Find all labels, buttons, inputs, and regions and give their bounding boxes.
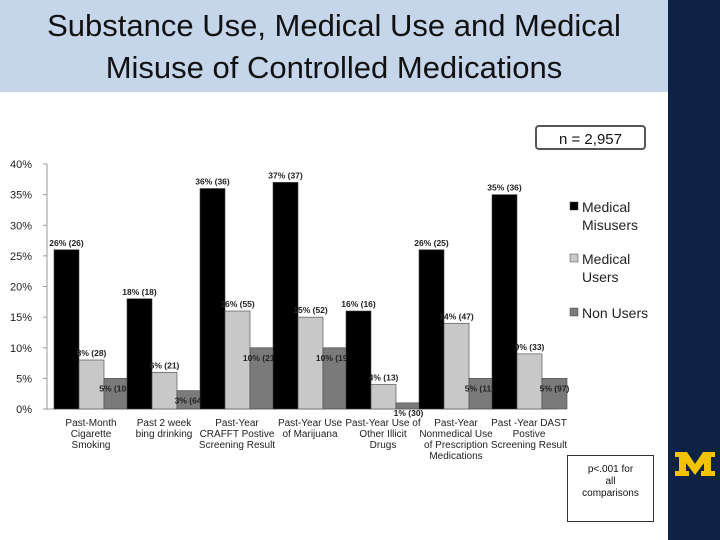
data-label: 36% (36) <box>195 177 230 187</box>
x-tick-label: Medications <box>429 451 482 462</box>
bar-non-users <box>103 378 130 410</box>
note-line-3: comparisons <box>582 488 639 499</box>
bar-chart: 0% 5% 10% 15% 20% 25% 30% 35% 40% 26% (26) 8% (28)… <box>10 159 648 462</box>
x-tick-label: Cigarette <box>71 429 112 440</box>
data-label: 9% (33) <box>515 342 545 352</box>
y-tick-label: 15% <box>10 312 32 324</box>
bar-medical-misusers <box>199 188 226 410</box>
bar-medical-users <box>224 310 251 410</box>
note-line-2: all <box>605 476 616 487</box>
y-tick-label: 20% <box>10 282 32 294</box>
x-tick-label: Smoking <box>72 440 111 451</box>
data-label: 1% (30) <box>394 408 424 418</box>
university-logo-icon <box>675 452 715 476</box>
x-tick-label: Past-Month <box>65 418 116 429</box>
x-tick-label: Other Illicit <box>359 429 406 440</box>
sample-size-box: n = 2,957 <box>535 125 646 150</box>
x-tick-label: Past-Year Use of <box>345 418 420 429</box>
bar-non-users <box>468 378 495 410</box>
x-tick-label: Past 2 week <box>137 418 192 429</box>
data-label: 26% (26) <box>49 238 84 248</box>
bar-medical-misusers <box>418 249 445 410</box>
legend-swatch <box>569 253 579 263</box>
data-label: 16% (55) <box>220 299 255 309</box>
sidebar-band <box>668 0 720 540</box>
data-label: 37% (37) <box>268 170 303 180</box>
bar-non-users <box>249 347 276 410</box>
x-tick-label: Screening Result <box>491 440 567 451</box>
legend-label: Medical <box>582 199 630 215</box>
data-label: 5% (103) <box>99 383 134 393</box>
data-label: 10% (198) <box>316 353 355 363</box>
y-tick-label: 0% <box>16 404 32 416</box>
x-tick-label: Nonmedical Use <box>419 429 493 440</box>
note-line-1: p<.001 for <box>587 464 634 475</box>
bar-medical-users <box>443 322 470 410</box>
y-tick-label: 40% <box>10 159 32 171</box>
data-label: 8% (28) <box>77 348 107 358</box>
bar-medical-misusers <box>272 182 299 410</box>
data-label: 16% (16) <box>341 299 376 309</box>
slide-title-line-1: Substance Use, Medical Use and Medical <box>47 8 621 43</box>
bar-medical-users <box>297 316 324 410</box>
data-label: 35% (36) <box>487 183 522 193</box>
bar-medical-users <box>151 371 178 410</box>
legend-label: Users <box>582 269 619 285</box>
bar-non-users <box>541 378 568 410</box>
sample-size-label: n = 2,957 <box>559 131 622 148</box>
data-label: 6% (21) <box>150 360 180 370</box>
significance-note-box: p<.001 for all comparisons <box>567 455 654 522</box>
x-tick-label: Drugs <box>370 440 397 451</box>
legend-label: Misusers <box>582 217 638 233</box>
data-label: 14% (47) <box>439 311 474 321</box>
legend-label: Medical <box>582 251 630 267</box>
x-tick-label: Past-Year Use <box>278 418 343 429</box>
data-label: 15% (52) <box>293 305 328 315</box>
x-tick-label: Past-Year <box>434 418 478 429</box>
bar-medical-misusers <box>491 194 518 410</box>
y-tick-label: 10% <box>10 343 32 355</box>
y-tick-label: 25% <box>10 251 32 263</box>
data-label: 4% (13) <box>369 373 399 383</box>
legend-swatch <box>569 201 579 211</box>
data-label: 5% (111) <box>465 383 499 393</box>
y-tick-label: 5% <box>16 373 32 385</box>
x-tick-label: Postive <box>513 429 546 440</box>
y-tick-label: 35% <box>10 190 32 202</box>
x-tick-label: bing drinking <box>136 429 193 440</box>
legend-label: Non Users <box>582 305 648 321</box>
y-tick-label: 30% <box>10 220 32 232</box>
bar-medical-misusers <box>345 310 372 410</box>
x-tick-label: of Marijuana <box>282 429 337 440</box>
x-tick-label: Screening Result <box>199 440 275 451</box>
bar-medical-users <box>516 353 543 410</box>
x-tick-label: Past-Year <box>215 418 259 429</box>
bar-non-users <box>322 347 349 410</box>
data-label: 5% (97) <box>540 383 570 393</box>
bar-medical-misusers <box>53 249 80 410</box>
x-tick-label: Past -Year DAST <box>491 418 567 429</box>
slide-title-line-2: Misuse of Controlled Medications <box>105 50 563 85</box>
legend-swatch <box>569 307 579 317</box>
data-label: 18% (18) <box>122 287 157 297</box>
x-tick-label: of Prescription <box>424 440 488 451</box>
bar-medical-users <box>370 384 397 410</box>
x-tick-label: CRAFFT Postive <box>200 429 275 440</box>
data-label: 26% (25) <box>414 238 449 248</box>
data-label: 10% (210) <box>243 353 282 363</box>
title-bar: Substance Use, Medical Use and Medical M… <box>0 0 669 92</box>
data-label: 3% (64) <box>175 396 205 406</box>
bar-medical-misusers <box>126 298 153 410</box>
